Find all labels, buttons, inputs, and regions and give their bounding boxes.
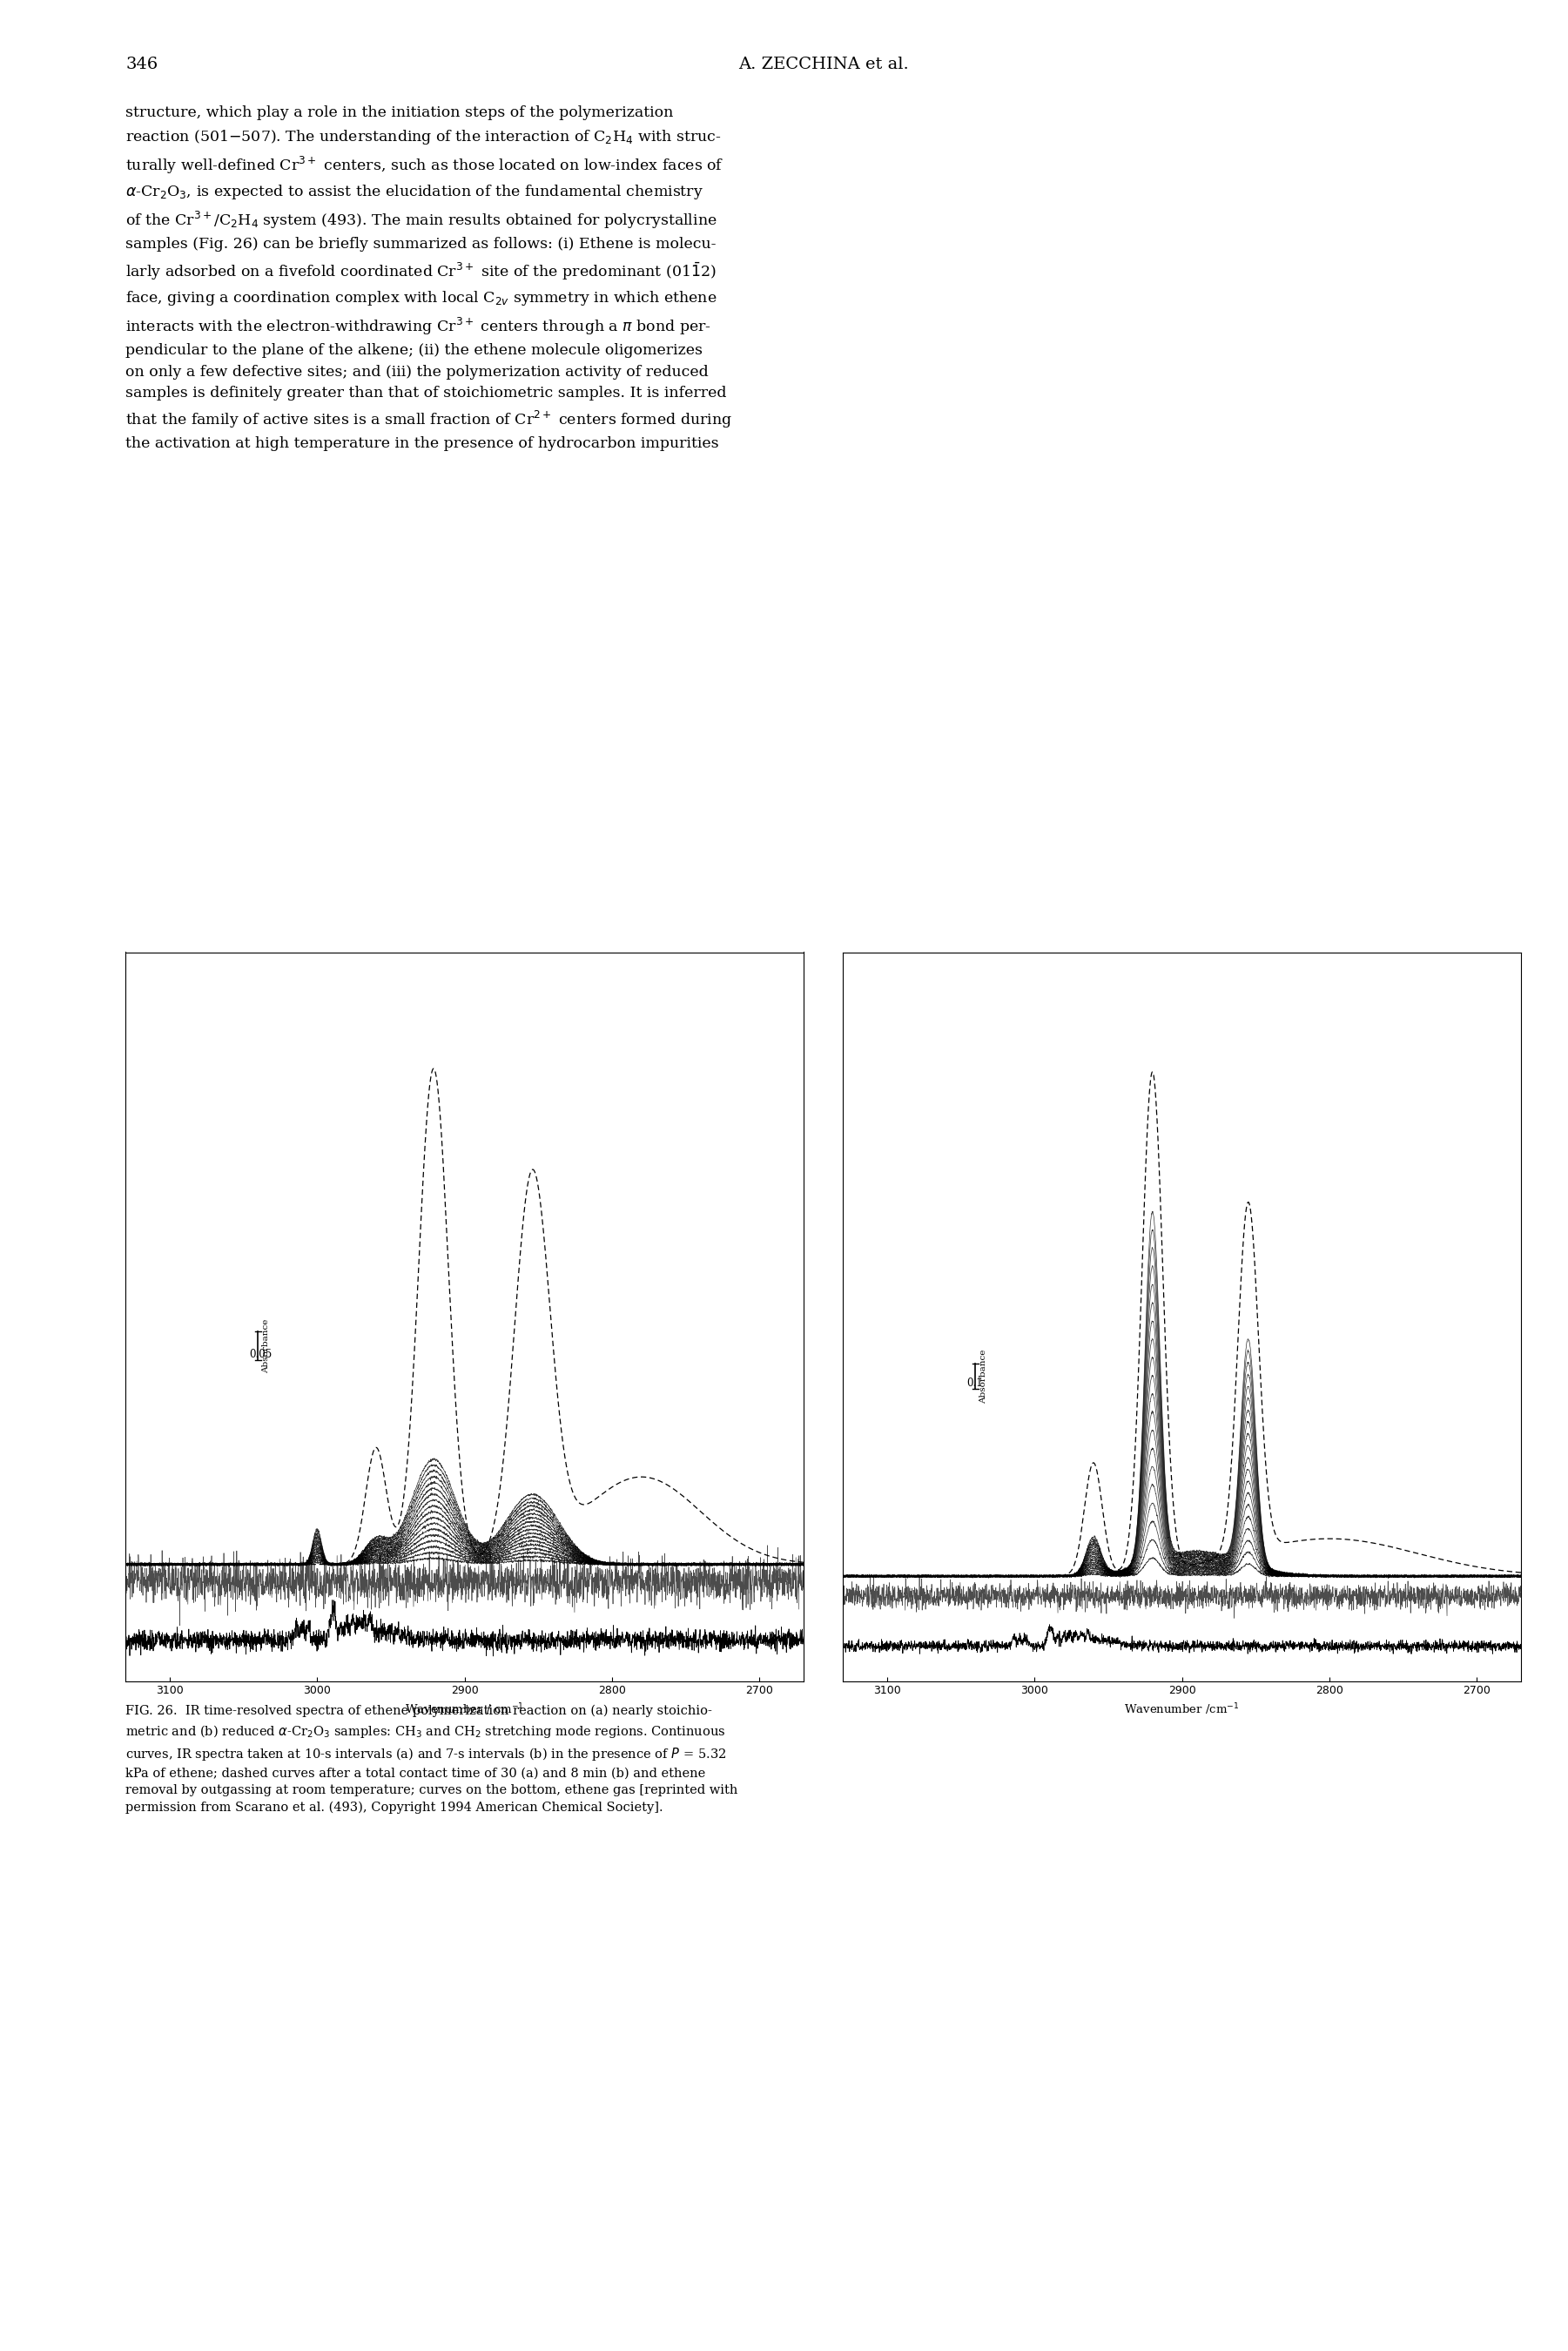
Text: Absorbance: Absorbance bbox=[980, 1349, 988, 1404]
Text: Absorbance: Absorbance bbox=[262, 1319, 270, 1373]
X-axis label: Wavenumber / cm$^{-1}$: Wavenumber / cm$^{-1}$ bbox=[405, 1702, 524, 1716]
Text: A. ZECCHINA et al.: A. ZECCHINA et al. bbox=[739, 56, 908, 73]
Text: structure, which play a role in the initiation steps of the polymerization
react: structure, which play a role in the init… bbox=[125, 106, 732, 451]
Text: 346: 346 bbox=[125, 56, 158, 73]
Text: 0.1: 0.1 bbox=[966, 1378, 983, 1389]
Text: 0.05: 0.05 bbox=[249, 1349, 273, 1361]
Text: FIG. 26.  IR time-resolved spectra of ethene polymerization reaction on (a) near: FIG. 26. IR time-resolved spectra of eth… bbox=[125, 1704, 739, 1813]
X-axis label: Wavenumber /cm$^{-1}$: Wavenumber /cm$^{-1}$ bbox=[1124, 1702, 1240, 1716]
